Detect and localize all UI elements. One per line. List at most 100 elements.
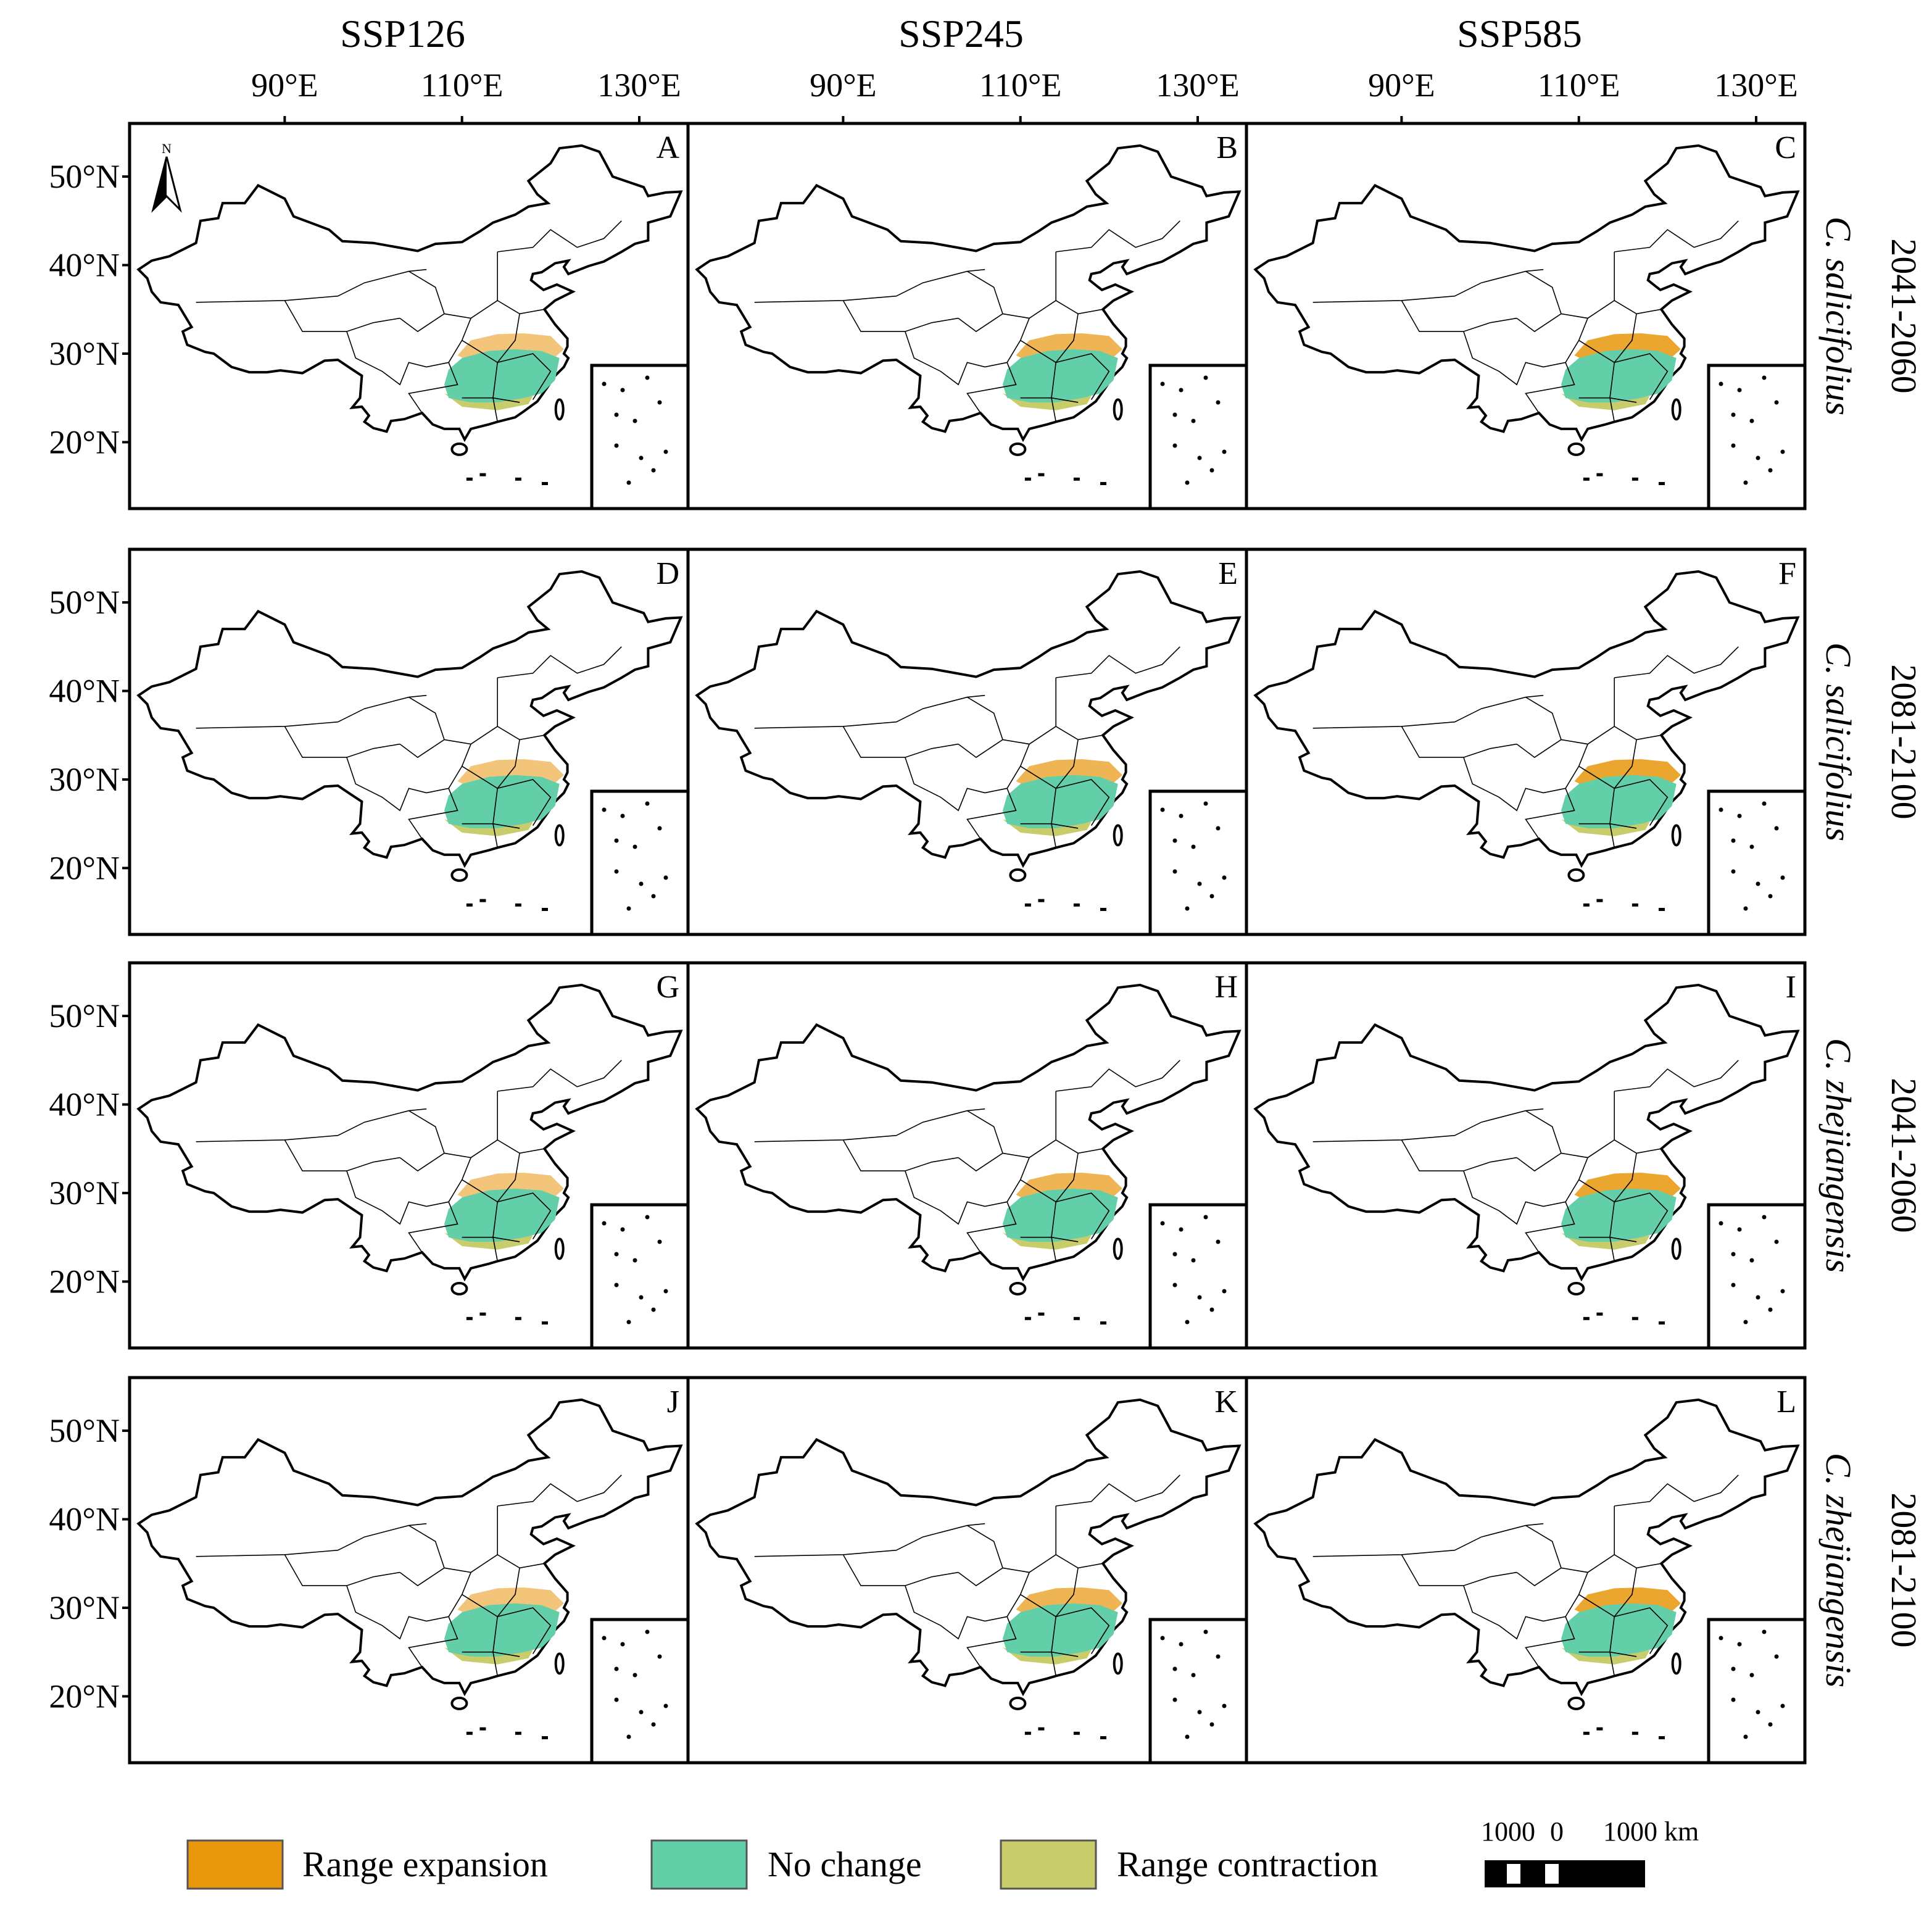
inset-island [602, 807, 607, 812]
province-border [1020, 1651, 1079, 1657]
inset-island [1191, 1258, 1196, 1263]
map-panel: C [1245, 122, 1807, 510]
province-border [196, 268, 427, 303]
province-border [497, 220, 622, 252]
inset-island [639, 1295, 644, 1300]
inset-island [1222, 875, 1227, 880]
island-mark [1038, 473, 1045, 476]
province-border [497, 646, 622, 678]
island-mark [479, 899, 486, 902]
row-species: C. salicifolius [1818, 643, 1859, 841]
inset-island [645, 801, 650, 806]
province-border [1578, 823, 1637, 829]
inset-island [1209, 1722, 1214, 1727]
province-border [497, 1474, 622, 1507]
province-border [408, 318, 471, 414]
province-border [408, 1572, 471, 1668]
province-border [1020, 823, 1079, 829]
inset-island [614, 1283, 619, 1287]
taiwan [1113, 398, 1123, 421]
island-mark [515, 1731, 521, 1735]
legend-swatch [1000, 1839, 1097, 1890]
y-tick-label: 20°N [49, 1263, 120, 1300]
island-mark [466, 903, 473, 907]
inset-island [1160, 807, 1165, 812]
province-border [905, 1585, 1008, 1640]
island-mark [1658, 1321, 1665, 1325]
province-border [1312, 1108, 1544, 1142]
inset-island [1209, 894, 1214, 899]
inset-island [614, 1252, 619, 1257]
inset-island [1737, 813, 1742, 818]
inset-island [1731, 1666, 1736, 1671]
inset-island [1209, 468, 1214, 473]
inset-island [1780, 1289, 1785, 1294]
inset-island [626, 906, 631, 911]
inset-island [1780, 1703, 1785, 1708]
inset-island [626, 1734, 631, 1739]
island-mark [541, 481, 548, 485]
hainan [1567, 1696, 1585, 1710]
province-border [1578, 1179, 1669, 1240]
hainan [1009, 1281, 1027, 1296]
hainan [450, 442, 468, 456]
inset-island [645, 375, 650, 380]
inset-island [620, 1227, 625, 1232]
inset-island [626, 480, 631, 485]
island-mark [1583, 1316, 1590, 1320]
hainan [1009, 1696, 1027, 1710]
province-border [966, 744, 1030, 839]
province-border [1020, 1594, 1110, 1655]
taiwan [1671, 398, 1681, 421]
island-mark [541, 907, 548, 911]
inset-island [1222, 1289, 1227, 1294]
inset-island [1768, 1307, 1773, 1312]
inset-island [1179, 1227, 1184, 1232]
inset-island [1780, 449, 1785, 454]
island-mark [1631, 1731, 1638, 1735]
inset-island [1216, 826, 1221, 831]
taiwan [1671, 1237, 1681, 1260]
province-border [1614, 646, 1739, 678]
island-mark [1583, 903, 1590, 907]
inset-island [1731, 869, 1736, 874]
island-mark [466, 1731, 473, 1735]
north-label: N [162, 141, 172, 156]
inset-island [1774, 400, 1779, 405]
inset-island [1197, 455, 1202, 460]
panel-frame [1245, 122, 1807, 510]
inset-island [602, 381, 607, 386]
province-border [1463, 757, 1566, 812]
scale-bar-gap [1545, 1864, 1559, 1884]
inset-island [1774, 1239, 1779, 1244]
island-mark [1073, 1731, 1080, 1735]
map-panel: D [128, 547, 690, 936]
inset-island [1197, 1295, 1202, 1300]
province-border [497, 1060, 622, 1092]
island-mark [1038, 1312, 1045, 1316]
inset-frame [590, 1203, 690, 1350]
province-border [462, 1179, 552, 1240]
province-border [408, 744, 471, 839]
island-mark [541, 1321, 548, 1325]
taiwan [554, 824, 565, 847]
inset-frame [590, 364, 690, 510]
inset-island [1718, 1221, 1723, 1226]
y-tick-label: 30°N [49, 1589, 120, 1626]
inset-island [663, 1289, 668, 1294]
hainan [450, 868, 468, 882]
taiwan [1113, 1652, 1123, 1675]
inset-island [639, 455, 644, 460]
island-mark [1658, 1736, 1665, 1739]
island-mark [1596, 473, 1603, 476]
province-border [346, 757, 449, 812]
taiwan [554, 1652, 565, 1675]
province-border [1020, 765, 1110, 826]
inset-island [1743, 1734, 1748, 1739]
inset-island [620, 813, 625, 818]
inset-island [645, 1629, 650, 1634]
row-species: C. zhejiangensis [1818, 1453, 1859, 1687]
province-border [462, 1594, 552, 1655]
province-border [966, 318, 1030, 414]
inset-island [614, 1666, 619, 1671]
